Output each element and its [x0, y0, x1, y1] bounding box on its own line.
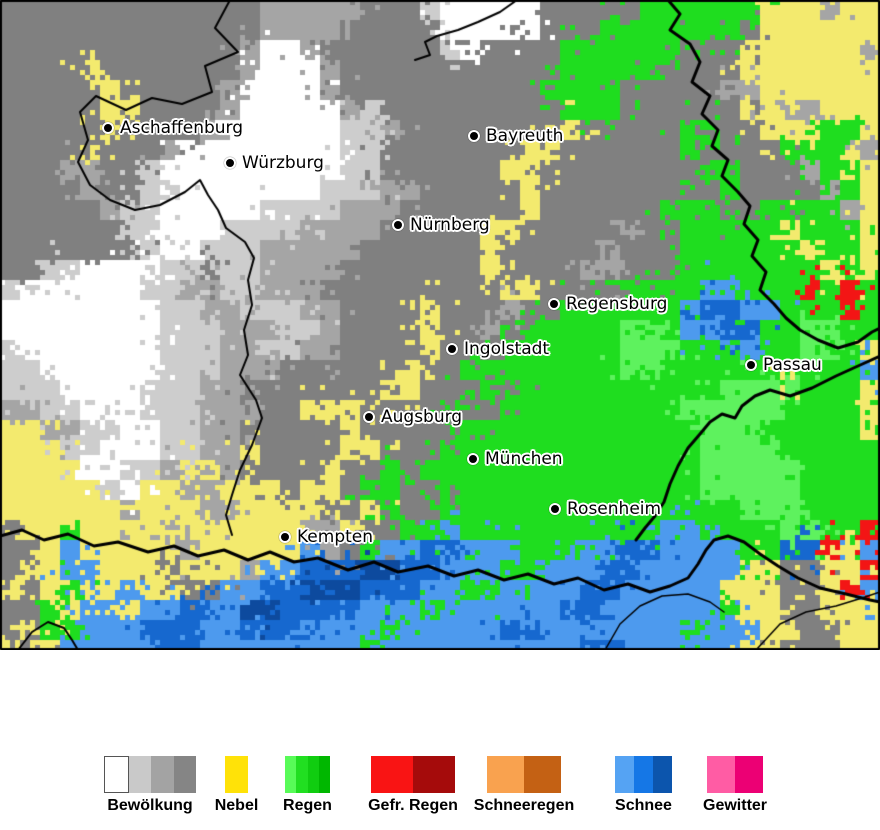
city-dot-icon: [467, 453, 479, 465]
city-dot-icon: [548, 298, 560, 310]
city-label: Bayreuth: [486, 126, 564, 146]
weather-map: Aschaffenburg Würzburg Bayreuth Nürnberg Reg…: [0, 0, 880, 650]
city-dot-icon: [224, 157, 236, 169]
city-marker-passau: Passau: [745, 355, 822, 375]
city-label: Augsburg: [381, 407, 463, 427]
city-dot-icon: [363, 411, 375, 423]
city-dot-icon: [392, 219, 404, 231]
city-marker-rosenheim: Rosenheim: [549, 499, 661, 519]
city-marker-regensburg: Regensburg: [548, 294, 667, 314]
city-marker-kempten: Kempten: [279, 527, 373, 547]
city-dot-icon: [745, 359, 757, 371]
city-marker-augsburg: Augsburg: [363, 407, 462, 427]
city-label: Passau: [763, 355, 822, 375]
city-label: München: [485, 449, 563, 469]
city-label: Rosenheim: [567, 499, 662, 519]
city-marker-mnchen: München: [467, 449, 563, 469]
city-dot-icon: [549, 503, 561, 515]
city-marker-nrnberg: Nürnberg: [392, 215, 490, 235]
city-dot-icon: [468, 130, 480, 142]
city-dot-icon: [279, 531, 291, 543]
city-label: Aschaffenburg: [120, 118, 244, 138]
city-label: Kempten: [297, 527, 374, 547]
city-marker-wrzburg: Würzburg: [224, 153, 324, 173]
city-marker-bayreuth: Bayreuth: [468, 126, 563, 146]
city-marker-ingolstadt: Ingolstadt: [446, 339, 549, 359]
city-label: Nürnberg: [410, 215, 490, 235]
city-dot-icon: [446, 343, 458, 355]
city-label: Würzburg: [242, 153, 324, 173]
city-marker-aschaffenburg: Aschaffenburg: [102, 118, 243, 138]
city-label: Regensburg: [566, 294, 668, 314]
city-label: Ingolstadt: [464, 339, 550, 359]
footer: Signifikantes Wetter Modell: ICON-D2 03z…: [0, 650, 880, 830]
weather-raster-canvas: [0, 0, 880, 650]
city-dot-icon: [102, 122, 114, 134]
